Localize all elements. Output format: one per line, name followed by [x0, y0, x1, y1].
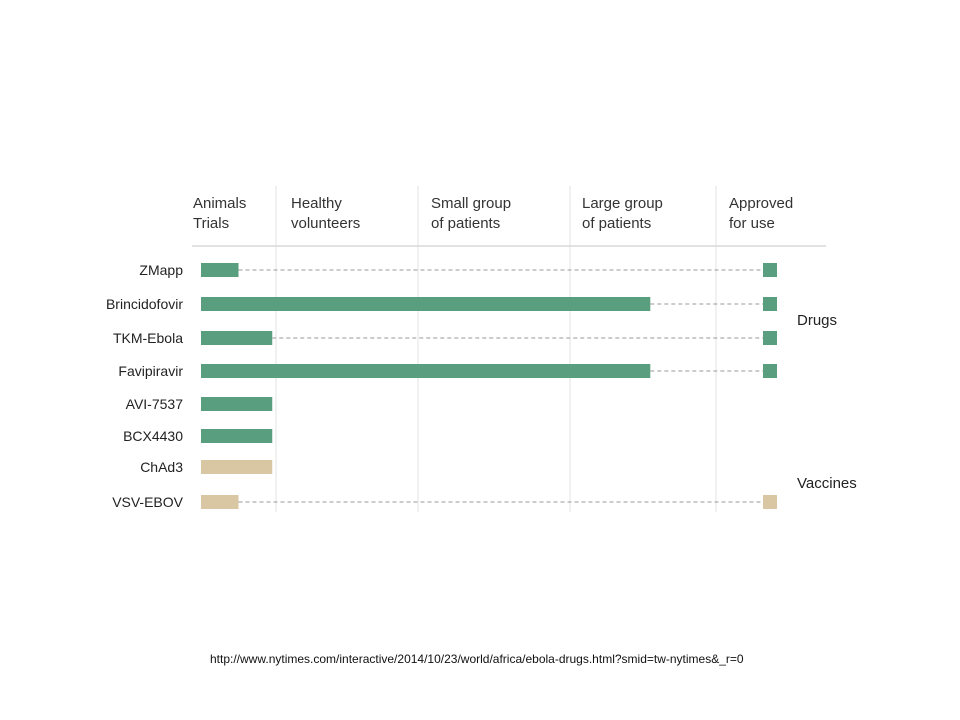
bar-tkm-ebola — [201, 331, 273, 345]
stage-header-1-line-0: Healthy — [291, 195, 342, 212]
bar-chad3 — [201, 460, 273, 474]
bar-vsv-ebov — [201, 495, 239, 509]
stage-header-4-line-0: Approved — [729, 195, 793, 212]
approved-marker-vsv-ebov — [763, 495, 777, 509]
stage-header-2-line-1: of patients — [431, 215, 500, 232]
bar-zmapp — [201, 263, 239, 277]
stage-header-1-line-1: volunteers — [291, 215, 360, 232]
group-label-drug: Drugs — [797, 312, 837, 329]
group-label-vaccine: Vaccines — [797, 475, 857, 492]
row-label-zmapp: ZMapp — [139, 262, 183, 278]
row-label-avi-7537: AVI-7537 — [126, 396, 184, 412]
bar-brincidofovir — [201, 297, 651, 311]
stage-header-3-line-0: Large group — [582, 195, 663, 212]
source-url[interactable]: http://www.nytimes.com/interactive/2014/… — [210, 652, 744, 666]
bar-bcx4430 — [201, 429, 273, 443]
stage-header-4-line-1: for use — [729, 215, 775, 232]
row-label-favipiravir: Favipiravir — [118, 363, 183, 379]
stage-header-0-line-1: Trials — [193, 215, 229, 232]
approved-marker-zmapp — [763, 263, 777, 277]
row-label-tkm-ebola: TKM-Ebola — [113, 330, 183, 346]
stage-header-0-line-0: Animals — [193, 195, 246, 212]
approved-marker-favipiravir — [763, 364, 777, 378]
approved-marker-tkm-ebola — [763, 331, 777, 345]
row-label-chad3: ChAd3 — [140, 459, 183, 475]
stage-header-3-line-1: of patients — [582, 215, 651, 232]
row-label-brincidofovir: Brincidofovir — [106, 296, 183, 312]
stage-header-2-line-0: Small group — [431, 195, 511, 212]
bar-favipiravir — [201, 364, 651, 378]
row-label-bcx4430: BCX4430 — [123, 428, 183, 444]
bar-avi-7537 — [201, 397, 273, 411]
approved-marker-brincidofovir — [763, 297, 777, 311]
row-label-vsv-ebov: VSV-EBOV — [112, 494, 183, 510]
